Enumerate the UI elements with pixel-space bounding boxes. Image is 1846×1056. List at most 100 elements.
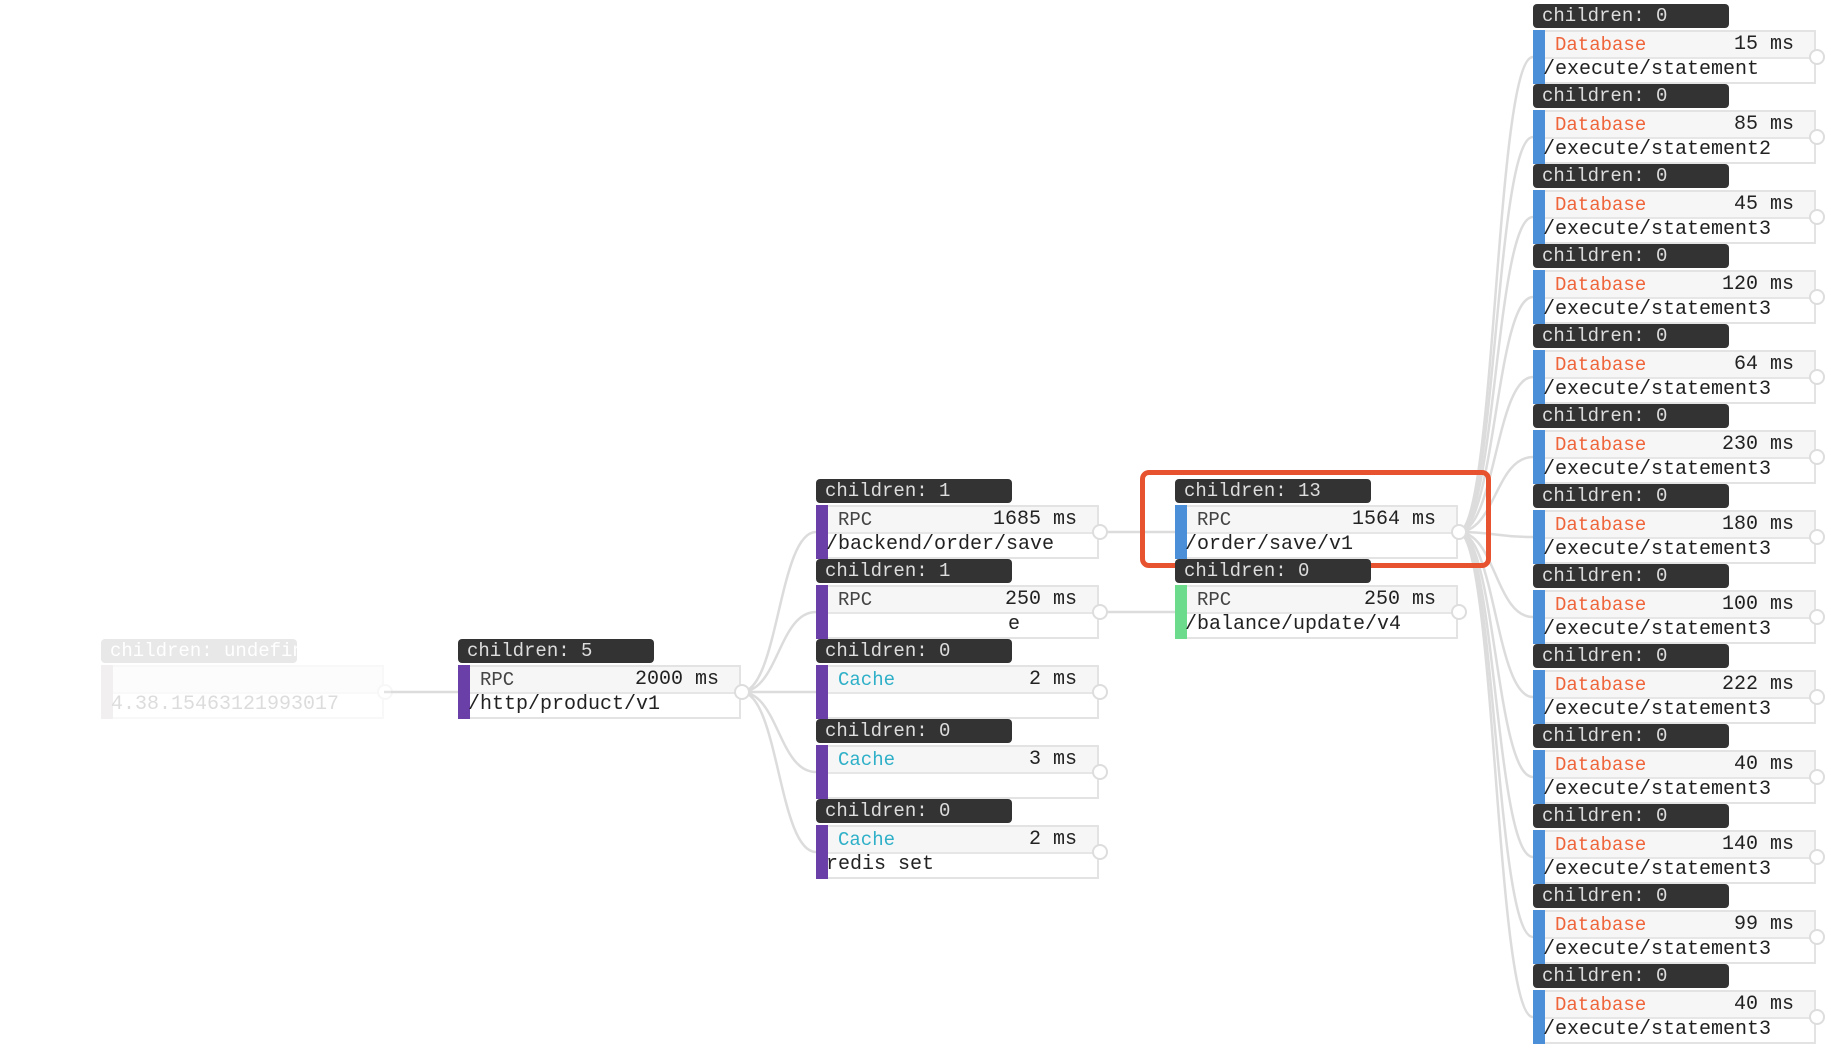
expand-toggle-dot[interactable] <box>1809 129 1825 145</box>
node-duration: 40 ms <box>1733 753 1794 776</box>
node-card[interactable]: Database 180 ms /execute/statement3 <box>1533 510 1816 564</box>
expand-toggle-dot[interactable] <box>377 684 393 700</box>
node-path: /execute/statement3 <box>1543 458 1772 481</box>
node-header-row: Cache 2 ms <box>828 827 1097 854</box>
trace-node[interactable]: children: 0 Database 120 ms /execute/sta… <box>1533 244 1825 324</box>
trace-node[interactable]: children: 0 Database 222 ms /execute/sta… <box>1533 644 1825 724</box>
expand-toggle-dot[interactable] <box>1092 604 1108 620</box>
node-path: /execute/statement3 <box>1543 1018 1772 1041</box>
expand-toggle-dot[interactable] <box>1809 49 1825 65</box>
node-card[interactable]: Database 15 ms /execute/statement <box>1533 30 1816 84</box>
node-card[interactable]: Database 45 ms /execute/statement3 <box>1533 190 1816 244</box>
node-path: /execute/statement3 <box>1543 858 1772 881</box>
expand-toggle-dot[interactable] <box>1809 369 1825 385</box>
node-duration: 250 ms <box>1004 588 1077 611</box>
node-type-bar <box>816 585 828 639</box>
node-duration: 1685 ms <box>992 508 1077 531</box>
trace-node[interactable]: children: 0 Database 45 ms /execute/stat… <box>1533 164 1825 244</box>
trace-node[interactable]: children: 0 Database 15 ms /execute/stat… <box>1533 4 1825 84</box>
node-header-row: Database 120 ms <box>1545 272 1814 299</box>
expand-toggle-dot[interactable] <box>1809 609 1825 625</box>
node-card[interactable]: RPC 1564 ms /order/save/v1 <box>1175 505 1458 559</box>
node-path: /http/product/v1 <box>468 693 661 716</box>
expand-toggle-dot[interactable] <box>1809 769 1825 785</box>
node-card[interactable]: Cache 3 ms <box>816 745 1099 799</box>
expand-toggle-dot[interactable] <box>1092 764 1108 780</box>
node-card[interactable]: Database 120 ms /execute/statement3 <box>1533 270 1816 324</box>
trace-node[interactable]: children: 0 Database 180 ms /execute/sta… <box>1533 484 1825 564</box>
children-count-badge: children: 0 <box>1533 244 1729 268</box>
trace-node[interactable]: children: 0 Database 64 ms /execute/stat… <box>1533 324 1825 404</box>
trace-node[interactable]: children: 0 Database 40 ms /execute/stat… <box>1533 724 1825 804</box>
expand-toggle-dot[interactable] <box>1451 604 1467 620</box>
trace-node[interactable]: children: 5 RPC 2000 ms /http/product/v1 <box>458 639 750 719</box>
node-header-row: RPC 250 ms <box>1187 587 1456 614</box>
expand-toggle-dot[interactable] <box>1092 844 1108 860</box>
node-path: /execute/statement3 <box>1543 938 1772 961</box>
node-header-row: Database 99 ms <box>1545 912 1814 939</box>
children-count-badge: children: 0 <box>1533 724 1729 748</box>
node-card[interactable]: Cache 2 ms <box>816 665 1099 719</box>
expand-toggle-dot[interactable] <box>1809 449 1825 465</box>
trace-node[interactable]: children: 13 RPC 1564 ms /order/save/v1 <box>1175 479 1467 559</box>
expand-toggle-dot[interactable] <box>1809 849 1825 865</box>
node-card[interactable]: Database 230 ms /execute/statement3 <box>1533 430 1816 484</box>
node-duration: 85 ms <box>1733 113 1794 136</box>
trace-node[interactable]: children: 0 Database 40 ms /execute/stat… <box>1533 964 1825 1044</box>
node-type-bar <box>1533 590 1545 644</box>
link-n1-n5 <box>740 690 817 774</box>
node-header-row: Database 100 ms <box>1545 592 1814 619</box>
trace-node[interactable]: children: undefined 4.38.15463121993017 <box>101 639 393 719</box>
trace-node[interactable]: children: 1 RPC 250 ms e <box>816 559 1108 639</box>
node-type: RPC <box>480 669 515 691</box>
trace-node[interactable]: children: 0 Database 100 ms /execute/sta… <box>1533 564 1825 644</box>
node-card[interactable]: RPC 1685 ms /backend/order/save <box>816 505 1099 559</box>
node-duration: 40 ms <box>1733 993 1794 1016</box>
trace-node[interactable]: children: 0 Database 230 ms /execute/sta… <box>1533 404 1825 484</box>
link-n1-n3 <box>740 610 817 694</box>
node-card[interactable]: RPC 250 ms e <box>816 585 1099 639</box>
node-card[interactable]: Cache 2 ms redis set <box>816 825 1099 879</box>
expand-toggle-dot[interactable] <box>1451 524 1467 540</box>
node-card[interactable]: Database 64 ms /execute/statement3 <box>1533 350 1816 404</box>
link-n7-d10 <box>1457 530 1534 859</box>
node-card[interactable]: Database 85 ms /execute/statement2 <box>1533 110 1816 164</box>
node-card[interactable]: Database 140 ms /execute/statement3 <box>1533 830 1816 884</box>
expand-toggle-dot[interactable] <box>1809 1009 1825 1025</box>
trace-node[interactable]: children: 0 Database 85 ms /execute/stat… <box>1533 84 1825 164</box>
expand-toggle-dot[interactable] <box>734 684 750 700</box>
trace-node[interactable]: children: 0 Cache 2 ms <box>816 639 1108 719</box>
node-card[interactable]: Database 40 ms /execute/statement3 <box>1533 750 1816 804</box>
node-type: Database <box>1555 834 1647 856</box>
children-count-badge: children: 0 <box>816 799 1012 823</box>
node-card[interactable]: Database 40 ms /execute/statement3 <box>1533 990 1816 1044</box>
trace-node[interactable]: children: 0 Database 99 ms /execute/stat… <box>1533 884 1825 964</box>
expand-toggle-dot[interactable] <box>1809 689 1825 705</box>
node-card[interactable]: RPC 2000 ms /http/product/v1 <box>458 665 741 719</box>
expand-toggle-dot[interactable] <box>1809 529 1825 545</box>
node-card[interactable]: RPC 250 ms /balance/update/v4 <box>1175 585 1458 639</box>
node-path: /balance/update/v4 <box>1185 613 1402 636</box>
expand-toggle-dot[interactable] <box>1809 929 1825 945</box>
node-duration: 2 ms <box>1028 828 1077 851</box>
children-count-badge: children: 0 <box>1533 804 1729 828</box>
expand-toggle-dot[interactable] <box>1809 289 1825 305</box>
node-card[interactable]: Database 222 ms /execute/statement3 <box>1533 670 1816 724</box>
node-card[interactable]: Database 99 ms /execute/statement3 <box>1533 910 1816 964</box>
node-card[interactable]: 4.38.15463121993017 <box>101 665 384 719</box>
node-type-bar <box>1533 510 1545 564</box>
node-duration: 230 ms <box>1721 433 1794 456</box>
trace-node[interactable]: children: 1 RPC 1685 ms /backend/order/s… <box>816 479 1108 559</box>
link-n7-d7 <box>1457 530 1534 619</box>
trace-node[interactable]: children: 0 Cache 2 ms redis set <box>816 799 1108 879</box>
children-count-badge: children: 0 <box>1175 559 1371 583</box>
expand-toggle-dot[interactable] <box>1809 209 1825 225</box>
node-header-row: RPC 1564 ms <box>1187 507 1456 534</box>
expand-toggle-dot[interactable] <box>1092 524 1108 540</box>
node-header-row: Database 85 ms <box>1545 112 1814 139</box>
trace-node[interactable]: children: 0 Cache 3 ms <box>816 719 1108 799</box>
expand-toggle-dot[interactable] <box>1092 684 1108 700</box>
trace-node[interactable]: children: 0 Database 140 ms /execute/sta… <box>1533 804 1825 884</box>
trace-node[interactable]: children: 0 RPC 250 ms /balance/update/v… <box>1175 559 1467 639</box>
node-card[interactable]: Database 100 ms /execute/statement3 <box>1533 590 1816 644</box>
